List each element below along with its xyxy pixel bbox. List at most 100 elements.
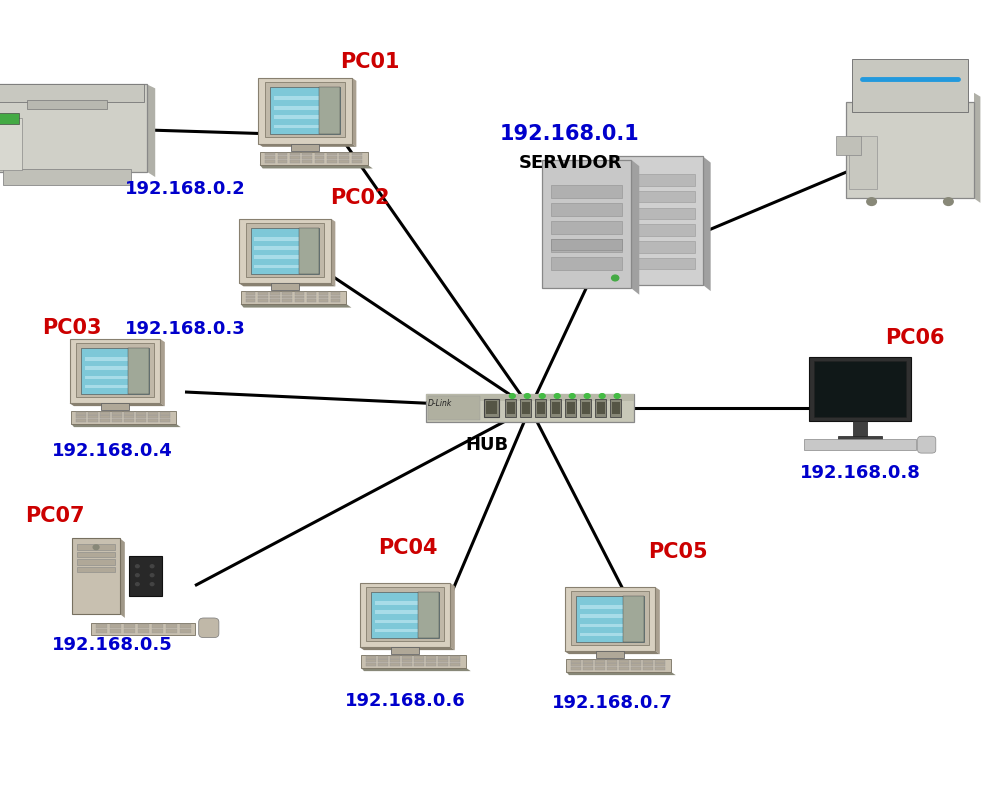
Bar [290,153,300,155]
Polygon shape [82,415,151,418]
Bar [522,402,530,414]
Bar [339,156,349,159]
FancyBboxPatch shape [577,662,643,666]
Bar [315,156,324,159]
Bar [849,136,877,189]
Circle shape [867,198,876,206]
Bar [101,403,129,410]
Bar [148,415,158,418]
FancyBboxPatch shape [550,399,561,417]
Circle shape [539,394,545,398]
FancyBboxPatch shape [565,587,655,651]
Bar [838,436,882,441]
Bar [331,292,340,295]
Bar [271,283,299,290]
Bar [327,153,337,155]
Bar [319,87,340,134]
FancyBboxPatch shape [252,294,318,298]
Bar [507,402,515,414]
Bar [270,292,280,295]
Circle shape [569,394,575,398]
Circle shape [150,574,154,577]
Bar [619,663,629,666]
Bar [450,656,460,658]
Bar [375,619,435,623]
Bar [265,160,275,163]
Bar [583,667,593,670]
FancyBboxPatch shape [804,439,916,450]
Bar [274,106,336,110]
Bar [551,239,622,252]
Bar [655,663,665,666]
Bar [580,633,640,636]
Bar [621,207,695,219]
Bar [375,602,435,605]
Bar [418,592,439,638]
Bar [621,174,695,186]
FancyBboxPatch shape [520,399,531,417]
Bar [265,156,275,159]
Bar [596,651,624,658]
Bar [426,659,436,662]
Text: D-Link: D-Link [427,399,452,408]
Bar [124,625,135,629]
Bar [450,663,460,666]
Bar [124,630,135,634]
Bar [623,596,644,642]
Bar [390,663,400,666]
Bar [278,160,287,163]
Text: PC06: PC06 [885,328,944,348]
Bar [414,659,424,662]
FancyBboxPatch shape [260,152,368,165]
FancyBboxPatch shape [72,538,120,614]
Bar [290,156,300,159]
Bar [100,419,110,422]
Bar [428,396,480,420]
Bar [282,299,292,302]
Bar [315,153,324,155]
Bar [339,160,349,163]
Bar [0,118,22,170]
Bar [307,299,316,302]
Circle shape [584,394,590,398]
Bar [180,630,191,634]
Bar [299,228,319,274]
Bar [621,241,695,253]
Circle shape [554,394,560,398]
Bar [166,625,177,629]
Bar [567,402,575,414]
Bar [160,412,170,414]
FancyBboxPatch shape [565,399,576,417]
Bar [582,402,590,414]
Bar [128,348,149,394]
Bar [180,625,191,629]
Bar [96,625,107,629]
Bar [643,660,653,662]
Bar [366,656,376,658]
Bar [100,415,110,418]
Text: 192.168.0.4: 192.168.0.4 [52,442,172,459]
Circle shape [136,565,139,568]
Bar [402,656,412,658]
FancyBboxPatch shape [361,655,466,668]
FancyBboxPatch shape [571,591,649,645]
Text: 192.168.0.3: 192.168.0.3 [125,320,245,338]
Circle shape [599,394,605,398]
Bar [580,614,640,618]
Circle shape [150,565,154,568]
Bar [607,663,617,666]
Bar [853,421,867,437]
FancyBboxPatch shape [271,154,339,158]
Bar [551,239,622,250]
Bar [551,186,622,198]
Bar [331,299,340,302]
Bar [391,647,419,654]
Bar [576,596,644,642]
FancyBboxPatch shape [0,84,144,102]
Bar [27,100,107,109]
Bar [85,366,145,370]
FancyBboxPatch shape [595,399,606,417]
Bar [619,660,629,662]
Bar [254,265,316,268]
Bar [295,292,304,295]
